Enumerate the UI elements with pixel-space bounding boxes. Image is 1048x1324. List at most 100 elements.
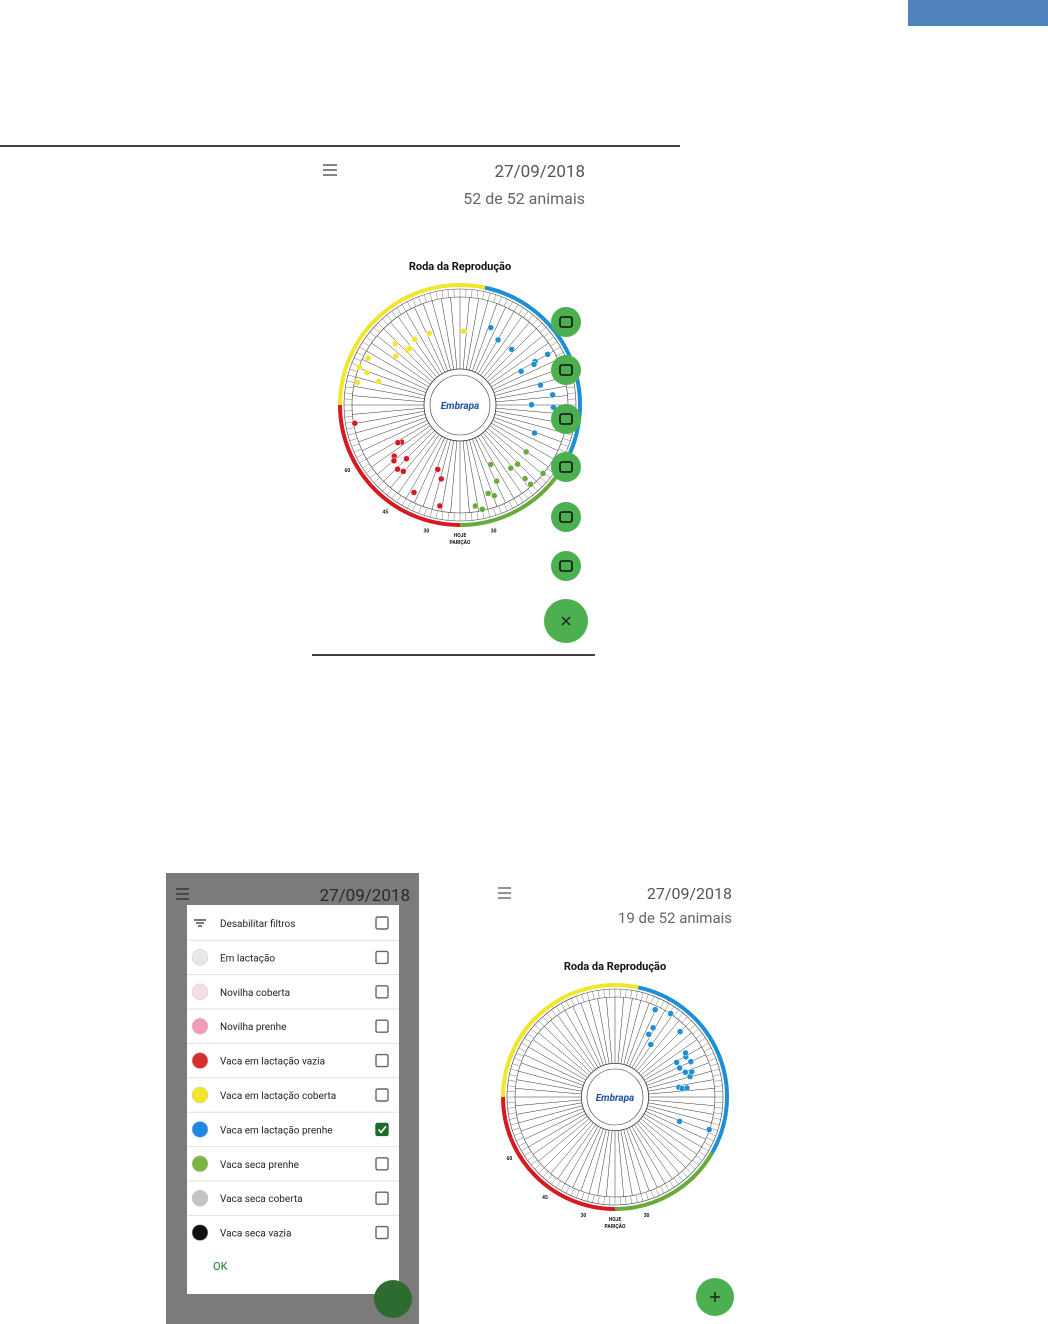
fab[interactable]: [551, 502, 581, 532]
wheel-tick: [664, 1003, 670, 1011]
wheel-spoke: [550, 1122, 594, 1174]
wheel-tick: [530, 1028, 538, 1035]
checkbox[interactable]: [375, 1088, 389, 1102]
fab[interactable]: [551, 307, 581, 337]
wheel-tick: [550, 341, 558, 347]
wheel-tick: [704, 1047, 712, 1052]
wheel-tick: [508, 1079, 517, 1082]
wheel-tick: [562, 438, 571, 442]
close-fab[interactable]: [544, 599, 588, 643]
wheel-tick: [362, 463, 370, 469]
checkbox[interactable]: [375, 1019, 389, 1033]
wheel-tick: [556, 1180, 561, 1188]
wheel-spoke: [431, 439, 451, 510]
wheel-spoke: [422, 303, 448, 372]
filter-icon: [191, 949, 209, 966]
wheel-tick: [597, 990, 600, 999]
fab-icon: [559, 461, 573, 473]
filter-icon: [191, 983, 209, 1001]
wheel-tick: [655, 998, 660, 1006]
checkbox[interactable]: [375, 916, 389, 930]
checkbox[interactable]: [375, 985, 389, 999]
wheel-tick: [487, 509, 491, 518]
wheel-tick: [493, 294, 497, 303]
wheel-tick: [581, 994, 585, 1002]
wheel-tick: [386, 314, 393, 322]
add-fab[interactable]: [696, 1278, 734, 1316]
wheel-tick: [551, 1177, 557, 1185]
wheel-spoke: [485, 430, 537, 482]
checkbox[interactable]: [375, 1225, 389, 1240]
wheel-spoke: [623, 1000, 642, 1065]
wheel-tick: [447, 289, 449, 298]
wheel-spoke: [469, 300, 489, 371]
checkbox[interactable]: [375, 1122, 389, 1137]
ok-button[interactable]: OK: [213, 1260, 228, 1273]
wheel-spoke: [516, 1079, 582, 1092]
checkbox[interactable]: [375, 950, 389, 965]
checkbox[interactable]: [375, 1157, 389, 1171]
wheel-tick: [527, 1155, 535, 1161]
wheel-tick: [377, 481, 384, 488]
wheel-tick: [513, 498, 519, 506]
wheel-tick: [382, 318, 388, 325]
wheel-label: HOJE: [609, 1217, 622, 1223]
wheel-tick: [655, 1188, 660, 1196]
wheel-spoke: [477, 311, 515, 374]
animal-dot: [484, 490, 492, 497]
wheel-tick: [423, 507, 427, 516]
wheel-spoke: [544, 1026, 592, 1074]
wheel-label: 30: [491, 529, 497, 535]
wheel-tick: [538, 1020, 545, 1027]
wheel-tick: [518, 1047, 526, 1052]
wheel-tick: [669, 1180, 674, 1188]
wheel-tick: [640, 992, 644, 1001]
wheel-tick: [516, 1137, 524, 1142]
wheel-tick: [349, 438, 358, 442]
wheel-tick: [509, 1074, 518, 1077]
menu-icon[interactable]: [498, 887, 511, 899]
wheel-spoke: [648, 1102, 714, 1115]
wheel-tick: [570, 1188, 575, 1196]
animal-dot: [687, 1058, 695, 1066]
wheel-spoke: [494, 414, 565, 434]
logo: Embrapa: [441, 401, 480, 412]
fab[interactable]: [551, 551, 581, 581]
checkbox[interactable]: [375, 1053, 389, 1068]
wheel-spoke: [636, 1020, 680, 1072]
date: 27/09/2018: [320, 886, 410, 906]
wheel-tick: [543, 331, 551, 338]
animal-dot: [434, 466, 441, 473]
wheel-arc: [501, 1096, 616, 1211]
animal-dot: [673, 1059, 680, 1066]
animal-dot: [403, 455, 410, 463]
wheel-tick: [576, 1190, 580, 1198]
wheel-tick: [527, 1033, 535, 1039]
animal-dot: [363, 369, 371, 376]
fab[interactable]: [551, 404, 581, 434]
filter-icon: [191, 1086, 209, 1104]
wheel-spoke: [588, 1129, 607, 1194]
menu-icon[interactable]: [323, 164, 337, 176]
fab[interactable]: [551, 355, 581, 385]
wheel-tick: [423, 294, 427, 303]
wheel-spoke: [636, 1122, 680, 1174]
menu-icon: [176, 888, 189, 900]
wheel-tick: [630, 990, 633, 999]
wheel-tick: [592, 1194, 595, 1203]
wheel-spoke: [623, 1129, 642, 1194]
wheel-spoke: [390, 322, 438, 378]
wheel-spoke: [524, 1054, 585, 1084]
wheel-spoke: [538, 1118, 590, 1162]
wheel-spoke: [414, 437, 446, 503]
wheel-spoke: [355, 414, 426, 434]
animal-dot: [472, 502, 479, 510]
wheel-spoke: [491, 422, 554, 460]
checkbox[interactable]: [375, 1191, 389, 1205]
fab[interactable]: [551, 452, 581, 482]
wheel-tick: [712, 1074, 721, 1077]
wheel-tick: [547, 336, 554, 342]
wheel-spoke: [572, 1127, 602, 1188]
